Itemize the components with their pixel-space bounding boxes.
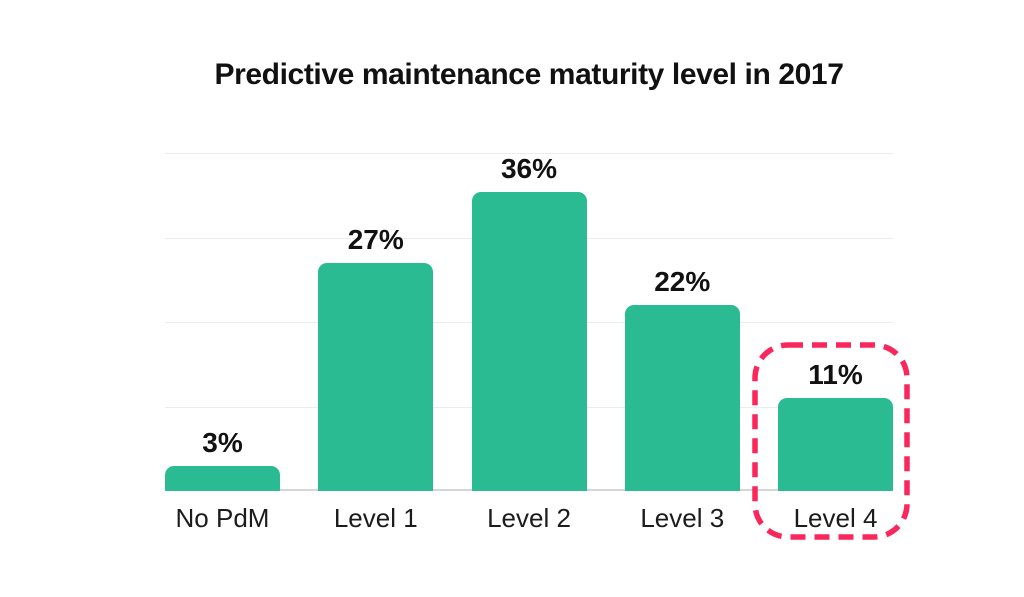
bar-group: 36% Level 2 <box>471 153 587 533</box>
bar-group: 22% Level 3 <box>624 153 740 533</box>
bar-category-label: Level 3 <box>640 503 725 533</box>
bar-category-label: No PdM <box>175 503 270 533</box>
bar-category-label: Level 4 <box>793 503 878 533</box>
bar-group: 27% Level 1 <box>318 153 434 533</box>
bar-value-label: 3% <box>202 426 243 458</box>
bar <box>318 262 434 491</box>
bar-category-label: Level 1 <box>333 503 418 533</box>
bar-value-label: 22% <box>654 266 711 298</box>
bar-value-label: 36% <box>500 153 558 184</box>
bars: 3% No PdM 27% Level 1 36% Level 2 22% Level 3 11… <box>165 153 893 533</box>
bar-value-label: 27% <box>347 223 404 255</box>
bar-category-label: Level 2 <box>487 503 571 533</box>
bar <box>624 305 740 491</box>
bar <box>165 465 280 491</box>
bar-group: 11% Level 4 <box>778 153 893 533</box>
bar-group: 3% No PdM <box>165 153 280 533</box>
plot-area: 3% No PdM 27% Level 1 36% Level 2 22% Level 3 11… <box>165 153 893 533</box>
chart-title: Predictive maintenance maturity level in… <box>214 58 844 91</box>
bar <box>471 192 587 491</box>
bar <box>778 398 893 491</box>
gridline <box>165 153 893 154</box>
bar-value-label: 11% <box>808 359 863 391</box>
